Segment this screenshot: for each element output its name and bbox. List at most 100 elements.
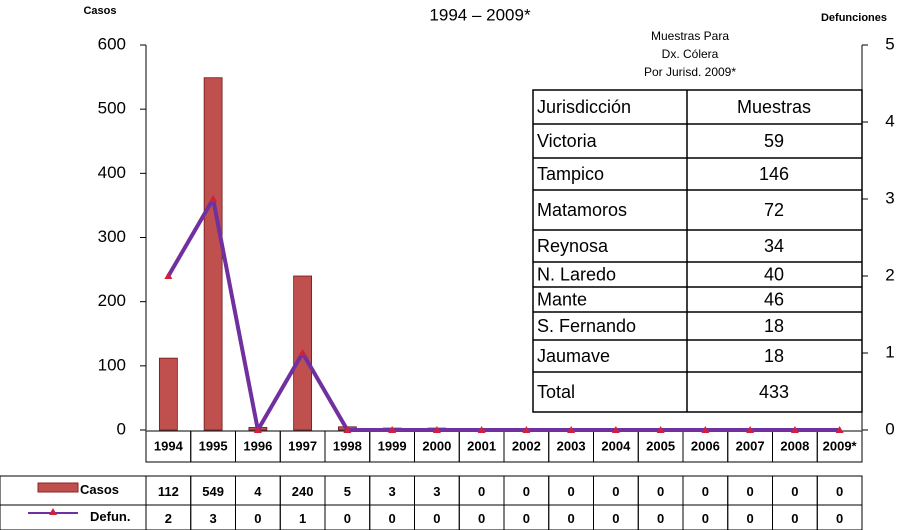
legend-marker	[49, 508, 57, 515]
x-tick-label: 2006	[691, 438, 720, 453]
inset-cell: 40	[764, 264, 784, 284]
inset-cell: Reynosa	[537, 236, 609, 256]
data-label: 0	[657, 484, 664, 499]
line-marker	[701, 426, 710, 433]
inset-cell: Total	[537, 382, 575, 402]
y2-tick-label: 5	[885, 34, 894, 53]
x-tick-label: 2009*	[823, 438, 858, 453]
y-tick-label: 500	[98, 99, 126, 118]
data-label: 2	[165, 511, 172, 526]
x-tick-label: 2001	[467, 438, 496, 453]
x-tick-label: 1997	[288, 438, 317, 453]
y2-tick-label: 0	[885, 419, 894, 438]
inset-cell: Tampico	[537, 164, 604, 184]
line-marker	[656, 426, 665, 433]
data-label: 0	[254, 511, 261, 526]
data-label: 0	[747, 484, 754, 499]
line-marker	[343, 426, 352, 433]
x-tick-label: 1996	[243, 438, 272, 453]
y-tick-label: 0	[117, 419, 126, 438]
y2-axis-label: Defunciones	[821, 12, 887, 24]
data-label: 112	[158, 484, 179, 499]
line-marker	[611, 426, 620, 433]
data-label: 0	[612, 511, 619, 526]
x-tick-label: 2004	[601, 438, 631, 453]
data-label: 4	[254, 484, 262, 499]
data-label: 0	[702, 484, 709, 499]
data-label: 0	[478, 484, 485, 499]
y-tick-label: 300	[98, 227, 126, 246]
data-label: 0	[389, 511, 396, 526]
data-label: 0	[478, 511, 485, 526]
x-tick-label: 1995	[199, 438, 228, 453]
line-marker	[477, 426, 486, 433]
data-label: 3	[210, 511, 217, 526]
y2-tick-label: 2	[885, 265, 894, 284]
line	[166, 197, 840, 432]
inset-cell: Muestras	[737, 97, 811, 117]
x-tick-label: 2003	[557, 438, 586, 453]
line-marker	[209, 195, 218, 202]
data-label: 0	[523, 511, 530, 526]
data-label: 0	[433, 511, 440, 526]
inset-cell: Mante	[537, 289, 587, 309]
inset-cell: 433	[759, 382, 789, 402]
data-label: 0	[791, 484, 798, 499]
line-marker	[790, 426, 799, 433]
line-marker	[388, 426, 397, 433]
data-label: 549	[202, 484, 224, 499]
data-label: 0	[747, 511, 754, 526]
data-label: 0	[568, 511, 575, 526]
inset-cell: 146	[759, 164, 789, 184]
x-tick-label: 2005	[646, 438, 675, 453]
inset-title: Dx. Cólera	[662, 47, 719, 61]
data-label: 5	[344, 484, 351, 499]
line-marker	[567, 426, 576, 433]
x-tick-label: 2000	[422, 438, 451, 453]
inset-bg	[532, 89, 863, 413]
line-marker	[746, 426, 755, 433]
y2-tick-label: 4	[885, 111, 894, 130]
data-label: 0	[523, 484, 530, 499]
y-tick-label: 100	[98, 355, 126, 374]
line-marker	[835, 426, 844, 433]
y2-tick-label: 3	[885, 188, 894, 207]
data-label: 1	[299, 511, 306, 526]
x-tick-label: 1999	[378, 438, 407, 453]
bar	[158, 357, 178, 431]
inset-cell: N. Laredo	[537, 264, 616, 284]
inset-cell: 18	[764, 346, 784, 366]
legend-swatch	[37, 482, 79, 493]
inset-cell: Jurisdicción	[537, 97, 631, 117]
table-cell	[816, 504, 863, 530]
legend-label: Defun.	[90, 509, 130, 524]
data-label: 0	[791, 511, 798, 526]
x-tick-label: 1998	[333, 438, 362, 453]
x-tick-label: 1994	[154, 438, 184, 453]
x-tick-label: 2008	[780, 438, 809, 453]
data-label: 0	[568, 484, 575, 499]
line-marker	[432, 426, 441, 433]
line-marker	[522, 426, 531, 433]
data-label: 0	[344, 511, 351, 526]
y-tick-label: 600	[98, 34, 126, 53]
inset-cell: Matamoros	[537, 200, 627, 220]
data-label: 0	[702, 511, 709, 526]
data-label: 0	[836, 511, 843, 526]
x-tick-label: 2007	[736, 438, 765, 453]
bar	[203, 77, 223, 431]
inset-cell: 18	[764, 316, 784, 336]
y-tick-label: 400	[98, 163, 126, 182]
inset-cell: Victoria	[537, 131, 598, 151]
inset-cell: 72	[764, 200, 784, 220]
inset-title: Muestras Para	[651, 29, 729, 43]
data-label: 3	[389, 484, 396, 499]
data-label: 0	[836, 484, 843, 499]
legend-label: Casos	[80, 482, 119, 497]
data-label: 0	[612, 484, 619, 499]
data-label: 240	[292, 484, 314, 499]
chart-title: 1994 – 2009*	[429, 5, 531, 24]
inset-cell: S. Fernando	[537, 316, 636, 336]
inset-cell: 34	[764, 236, 784, 256]
